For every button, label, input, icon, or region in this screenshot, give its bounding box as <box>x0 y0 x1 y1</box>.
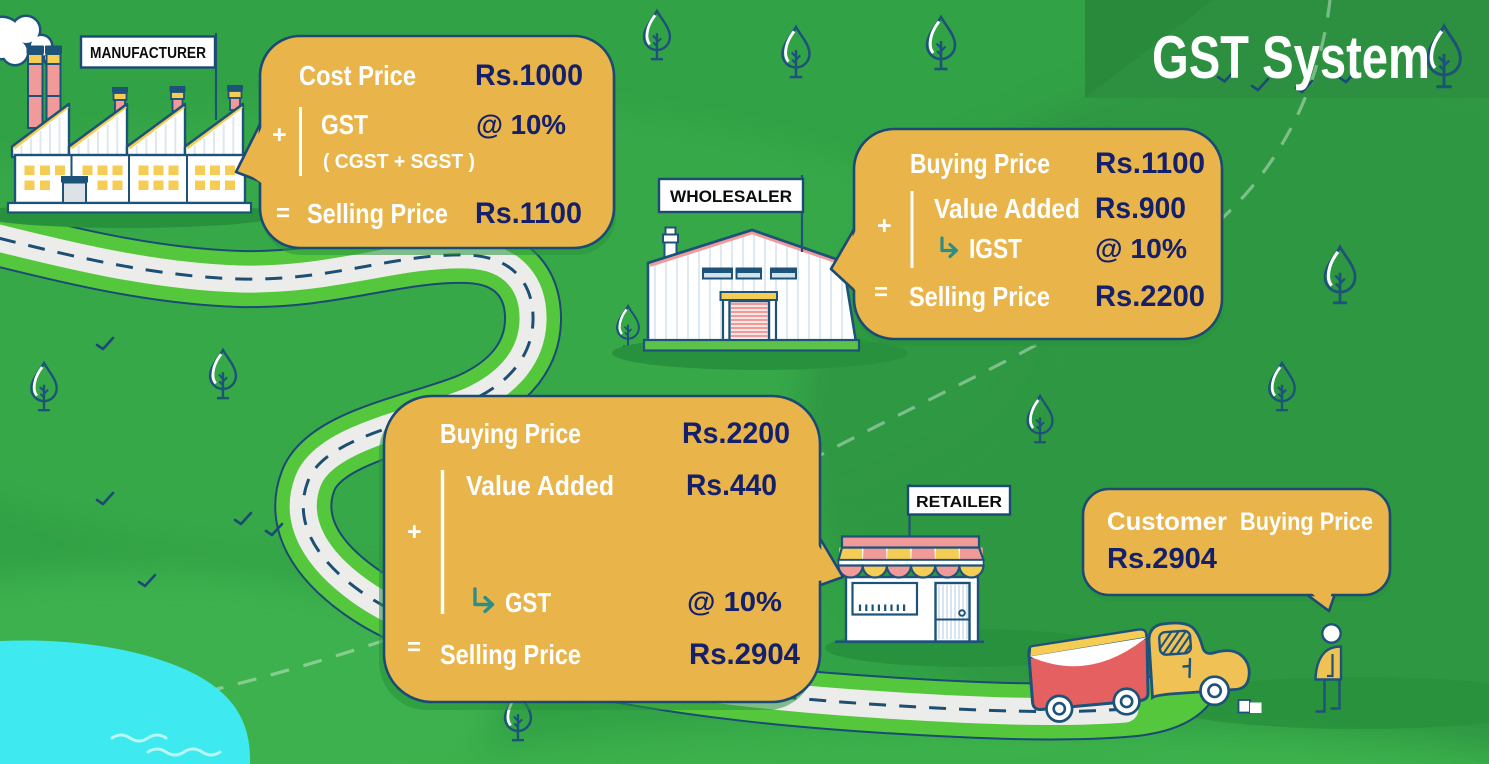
svg-text:Cost Price: Cost Price <box>299 60 416 91</box>
svg-text:Rs.1100: Rs.1100 <box>475 197 582 230</box>
svg-text:GST: GST <box>321 109 368 140</box>
svg-text:+: + <box>407 518 422 546</box>
svg-text:Rs.2904: Rs.2904 <box>1107 543 1217 575</box>
svg-text:Selling Price: Selling Price <box>440 639 581 670</box>
svg-text:Rs.440: Rs.440 <box>686 469 777 502</box>
svg-text:Rs.2200: Rs.2200 <box>1095 280 1205 313</box>
svg-text:Rs.1100: Rs.1100 <box>1095 147 1205 180</box>
svg-text:Rs.900: Rs.900 <box>1095 192 1186 225</box>
svg-text:+: + <box>272 121 287 149</box>
svg-text:Rs.2200: Rs.2200 <box>682 417 790 450</box>
svg-text:( CGST + SGST ): ( CGST + SGST ) <box>323 151 475 173</box>
svg-text:Rs.1000: Rs.1000 <box>475 59 583 92</box>
svg-text:Customer: Customer <box>1107 508 1227 536</box>
svg-text:=: = <box>874 279 888 306</box>
svg-text:RETAILER: RETAILER <box>916 494 1002 511</box>
svg-text:@ 10%: @ 10% <box>687 586 782 617</box>
svg-text:Buying Price: Buying Price <box>440 418 581 449</box>
svg-text:IGST: IGST <box>969 233 1022 264</box>
svg-text:Rs.2904: Rs.2904 <box>689 638 800 671</box>
svg-text:WHOLESALER: WHOLESALER <box>670 187 792 206</box>
svg-text:GST System: GST System <box>1152 24 1430 91</box>
svg-text:+: + <box>877 212 892 240</box>
svg-text:Selling Price: Selling Price <box>307 198 448 229</box>
svg-text:=: = <box>407 634 421 661</box>
svg-text:Buying Price: Buying Price <box>910 148 1050 179</box>
svg-text:GST: GST <box>505 587 551 618</box>
svg-text:Value Added: Value Added <box>934 193 1080 224</box>
svg-text:Buying Price: Buying Price <box>1240 508 1373 536</box>
svg-text:@ 10%: @ 10% <box>1095 233 1187 264</box>
svg-text:@ 10%: @ 10% <box>476 109 566 140</box>
svg-text:Selling Price: Selling Price <box>909 281 1050 312</box>
svg-text:=: = <box>276 200 290 227</box>
svg-text:MANUFACTURER: MANUFACTURER <box>90 45 206 62</box>
svg-text:Value Added: Value Added <box>466 470 614 501</box>
